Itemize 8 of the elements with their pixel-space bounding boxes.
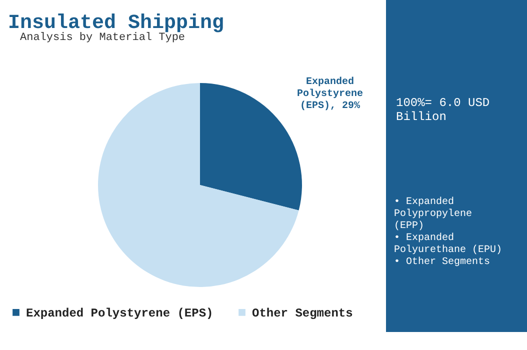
legend-label: Other Segments [252, 306, 353, 320]
text: • Other Segments [394, 256, 490, 268]
text: 100%= 6.0 USD Billion [396, 96, 490, 124]
text: • Expanded Polyurethane (EPU) [394, 232, 502, 256]
data-label: Expanded Polystyrene (EPS), 29% [296, 76, 364, 112]
legend-label: Expanded Polystyrene (EPS) [26, 306, 214, 320]
text: • Expanded Polypropylene (EPP) [394, 196, 472, 232]
pie-slice [98, 83, 299, 287]
